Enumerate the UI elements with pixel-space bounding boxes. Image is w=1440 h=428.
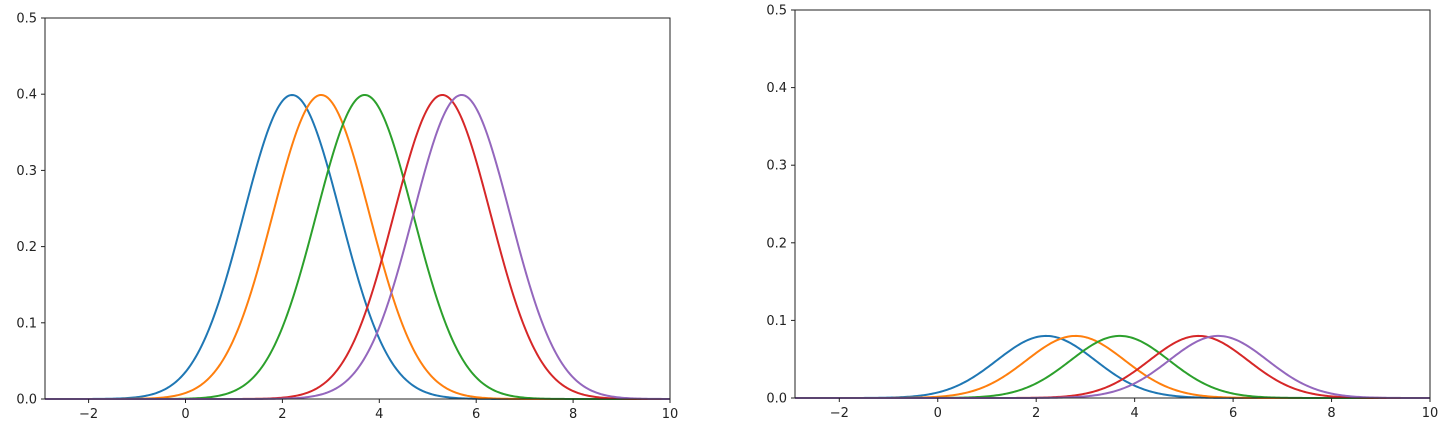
right-x-tick-label: 0	[934, 406, 942, 421]
right-chart-panel: −2 0 2 4 6 8 10 0.0 0.1 0.2 0.3 0.4 0.5	[766, 4, 1438, 422]
right-x-tick-label: 10	[1422, 406, 1439, 421]
left-series-line-5	[45, 93, 670, 400]
left-x-tick-label: 10	[662, 407, 679, 422]
right-series-line-3	[795, 334, 1430, 399]
left-y-tick-label: 0.2	[16, 240, 37, 255]
right-series-line-2	[795, 334, 1430, 399]
left-x-tick-label: 2	[278, 407, 286, 422]
left-y-tick-label: 0.1	[16, 316, 37, 331]
left-x-tick-label: 0	[181, 407, 189, 422]
right-x-tick-label: 2	[1032, 406, 1040, 421]
right-y-tick-label: 0.2	[766, 236, 787, 251]
right-y-tick-label: 0.4	[766, 81, 787, 96]
left-series-line-4	[45, 93, 671, 400]
left-x-tick-label: 6	[472, 407, 480, 422]
right-x-tick-label: 4	[1131, 406, 1139, 421]
left-series-line-2	[45, 93, 670, 400]
left-y-tick-label: 0.4	[16, 88, 37, 103]
right-x-tick-label: 8	[1327, 406, 1335, 421]
left-series-line-3	[45, 93, 670, 400]
right-series-line-4	[795, 334, 1430, 399]
right-series-line-1	[795, 334, 1430, 399]
left-y-tick-label: 0.3	[16, 164, 37, 179]
right-y-tick-label: 0.0	[766, 392, 787, 407]
left-x-tick-label: −2	[79, 407, 98, 422]
left-y-tick-label: 0.0	[16, 393, 37, 408]
right-axes-frame	[794, 9, 1431, 399]
right-x-tick-label: −2	[830, 406, 849, 421]
right-y-tick-label: 0.5	[766, 4, 787, 19]
right-y-tick-label: 0.1	[766, 314, 787, 329]
left-chart-panel: −2 0 2 4 6 8 10 0.0 0.1 0.2 0.3 0.4 0.5	[16, 12, 678, 423]
right-series-line-5	[795, 334, 1430, 399]
right-y-tick-label: 0.3	[766, 159, 787, 174]
right-x-tick-label: 6	[1229, 406, 1237, 421]
left-series-line-1	[45, 93, 670, 400]
left-x-tick-label: 8	[569, 407, 577, 422]
left-x-tick-label: 4	[375, 407, 383, 422]
left-y-tick-label: 0.5	[16, 12, 37, 27]
left-axes-frame	[44, 17, 671, 400]
